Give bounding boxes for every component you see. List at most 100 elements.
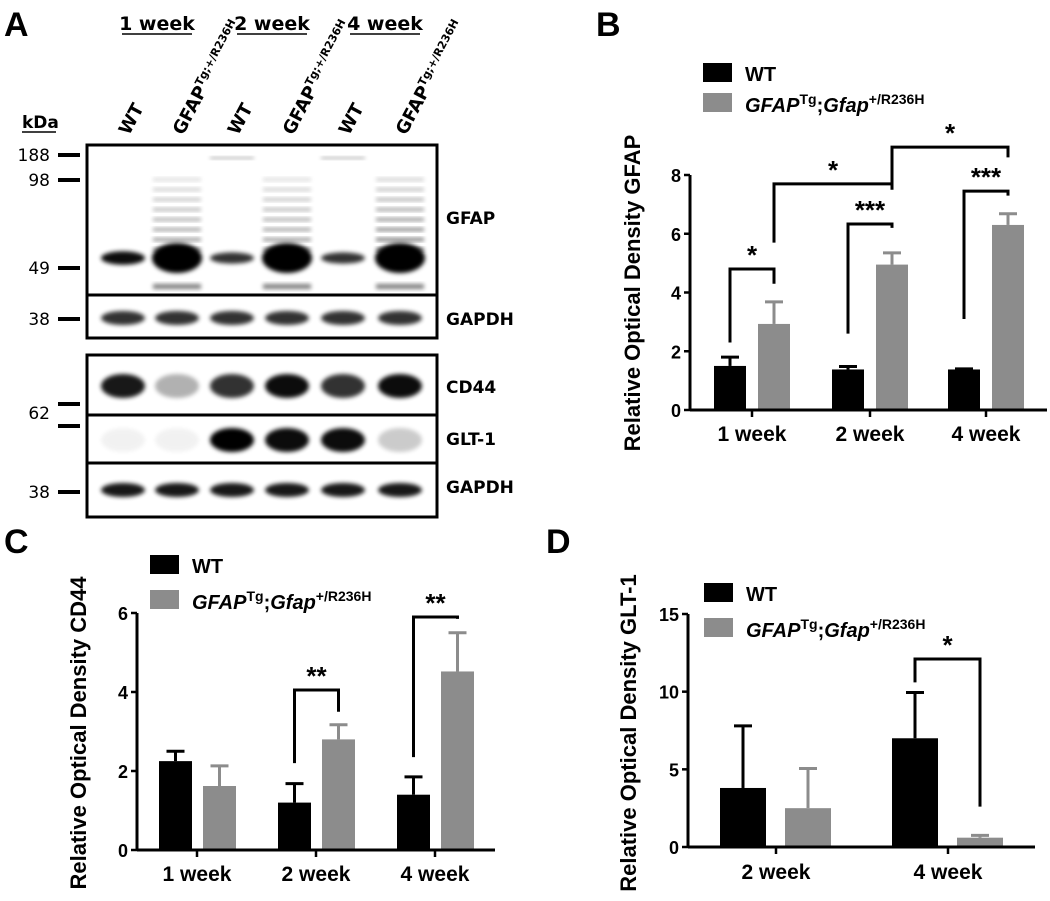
band bbox=[265, 483, 309, 497]
marker-dash bbox=[58, 402, 80, 406]
blot-row-label: GAPDH bbox=[446, 478, 514, 498]
bar-wt bbox=[159, 761, 192, 849]
band bbox=[210, 483, 254, 497]
band bbox=[265, 374, 309, 398]
significance-bracket bbox=[772, 182, 894, 243]
marker-label: 98 bbox=[28, 171, 50, 191]
bar-wt bbox=[397, 794, 430, 849]
y-tick-label: 2 bbox=[118, 762, 128, 782]
legend-swatch-wt bbox=[704, 583, 733, 602]
band bbox=[101, 311, 145, 325]
x-tick-label: 4 week bbox=[914, 861, 983, 884]
significance-bracket bbox=[412, 615, 459, 758]
blot-row-label: GLT-1 bbox=[446, 430, 496, 450]
significance-label: ** bbox=[425, 588, 446, 618]
y-axis-label: Relative Optical Density CD44 bbox=[66, 576, 91, 890]
band bbox=[375, 243, 425, 273]
bar-wt bbox=[832, 369, 864, 409]
band bbox=[263, 218, 311, 221]
bar-mutant bbox=[992, 224, 1024, 409]
band bbox=[321, 374, 365, 398]
panel-label-c: C bbox=[4, 523, 29, 561]
band bbox=[153, 188, 201, 191]
band bbox=[153, 218, 201, 221]
band bbox=[376, 188, 424, 191]
y-axis-label: Relative Optical Density GLT-1 bbox=[616, 574, 641, 891]
significance-label: *** bbox=[971, 162, 1002, 192]
band bbox=[153, 198, 201, 201]
band bbox=[263, 188, 311, 191]
band bbox=[378, 374, 422, 398]
legend-sup-a: Tg bbox=[799, 91, 816, 107]
lane-label-main: WT bbox=[115, 99, 149, 138]
week-header: 1 week bbox=[119, 13, 195, 35]
band bbox=[263, 238, 311, 241]
y-tick-label: 0 bbox=[118, 841, 128, 861]
x-tick-label: 2 week bbox=[836, 423, 905, 446]
band bbox=[262, 243, 312, 273]
x-tick-label: 2 week bbox=[742, 861, 811, 884]
legend-sup-b: +/R236H bbox=[869, 91, 925, 107]
band bbox=[152, 243, 202, 273]
band bbox=[101, 251, 145, 265]
bar-wt bbox=[892, 738, 938, 846]
legend-label-mutant: GFAPTg;Gfap+/R236H bbox=[192, 588, 371, 614]
marker-label: 49 bbox=[28, 259, 50, 279]
band bbox=[263, 208, 311, 211]
week-header: 4 week bbox=[347, 13, 423, 35]
bar-mutant bbox=[957, 837, 1003, 846]
band bbox=[210, 311, 254, 325]
marker-dash bbox=[58, 178, 80, 182]
marker-label: 38 bbox=[28, 310, 50, 330]
band bbox=[155, 483, 199, 497]
x-tick-label: 1 week bbox=[163, 863, 232, 886]
bar-mutant bbox=[203, 786, 236, 849]
band bbox=[153, 208, 201, 211]
band bbox=[210, 428, 254, 452]
legend-separator: ; bbox=[817, 95, 824, 117]
band bbox=[378, 483, 422, 497]
y-tick-label: 4 bbox=[671, 284, 681, 304]
legend-gene-a: GFAP bbox=[746, 620, 801, 642]
legend-label-mutant: GFAPTg;Gfap+/R236H bbox=[745, 91, 924, 117]
legend-label-wt: WT bbox=[192, 556, 223, 578]
blot-row-label: CD44 bbox=[446, 378, 496, 398]
band bbox=[378, 428, 422, 452]
chart-B: 0 2 4 6 8 Relative Optical Density GFAP 1 week… bbox=[620, 63, 1047, 451]
y-tick-label: 0 bbox=[671, 401, 681, 421]
band bbox=[263, 198, 311, 201]
legend-separator: ; bbox=[818, 620, 825, 642]
x-tick-label: 1 week bbox=[718, 423, 787, 446]
x-tick-label: 4 week bbox=[401, 863, 470, 886]
band bbox=[321, 428, 365, 452]
band bbox=[321, 252, 365, 264]
chart-D: 0 5 10 15 Relative Optical Density GLT-1 2 we… bbox=[616, 574, 1035, 892]
band bbox=[376, 218, 424, 221]
x-tick-label: 2 week bbox=[282, 863, 351, 886]
band bbox=[210, 157, 254, 159]
legend-gene-a: GFAP bbox=[745, 95, 800, 117]
band bbox=[153, 178, 201, 181]
legend-gene-b: Gfap bbox=[823, 95, 869, 117]
band bbox=[210, 374, 254, 398]
lane-label: GFAPTg;+/R236H bbox=[391, 17, 469, 138]
y-tick-label: 6 bbox=[118, 604, 128, 624]
band bbox=[155, 311, 199, 325]
legend-swatch-wt bbox=[703, 63, 732, 82]
band bbox=[265, 311, 309, 325]
band bbox=[321, 311, 365, 325]
legend-gene-b: Gfap bbox=[824, 620, 870, 642]
significance-bracket bbox=[962, 189, 1010, 319]
significance-bracket bbox=[728, 267, 776, 343]
significance-label: * bbox=[828, 155, 839, 185]
band bbox=[376, 208, 424, 211]
y-tick-label: 0 bbox=[669, 838, 679, 858]
band bbox=[101, 374, 145, 398]
legend-sup-a: Tg bbox=[800, 616, 817, 632]
marker-dash bbox=[58, 424, 80, 428]
legend-swatch-mutant bbox=[704, 618, 733, 637]
blot-frame bbox=[85, 293, 439, 340]
chart-C: 0 2 4 6 Relative Optical Density CD44 1 week 2… bbox=[66, 555, 495, 890]
bar-mutant bbox=[758, 323, 790, 409]
